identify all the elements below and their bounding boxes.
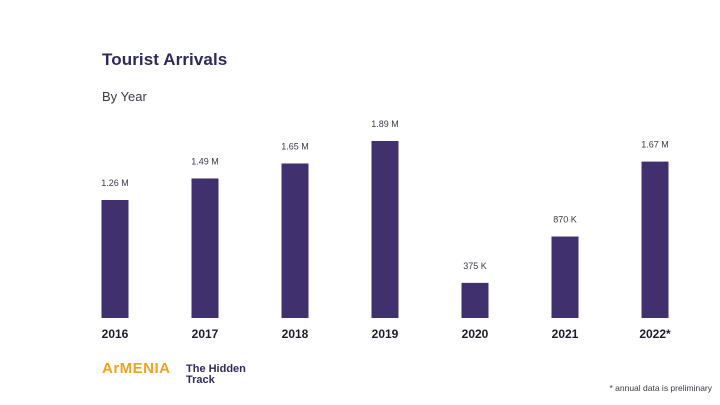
data-label-2016: 1.26 M [101,178,129,188]
x-tick-label-2017: 2017 [192,327,219,341]
data-label-2021: 870 K [553,215,577,225]
bar-2019 [371,141,399,318]
bar-2020 [461,282,489,318]
bar-2018 [281,163,309,318]
x-tick-label-2016: 2016 [102,327,129,341]
data-label-2022*: 1.67 M [641,140,669,150]
x-tick-label-2019: 2019 [372,327,399,341]
x-tick-label-2022*: 2022* [639,327,671,341]
bar-2022* [641,161,669,318]
footnote: * annual data is preliminary [609,383,712,393]
bar-2021 [551,236,579,318]
data-label-2017: 1.49 M [191,156,219,166]
logo-tagline: The Hidden Track [186,363,246,386]
x-tick-label-2018: 2018 [282,327,309,341]
chart-title: Tourist Arrivals [102,50,228,69]
bar-2017 [191,178,219,318]
x-tick-label-2020: 2020 [462,327,489,341]
chart-subtitle: By Year [102,89,147,104]
bar-2016 [101,200,129,318]
x-tick-label-2021: 2021 [552,327,579,341]
data-label-2019: 1.89 M [371,119,399,129]
logo-brand: ArMENIA [102,360,171,377]
data-label-2020: 375 K [463,261,487,271]
data-label-2018: 1.65 M [281,141,309,151]
